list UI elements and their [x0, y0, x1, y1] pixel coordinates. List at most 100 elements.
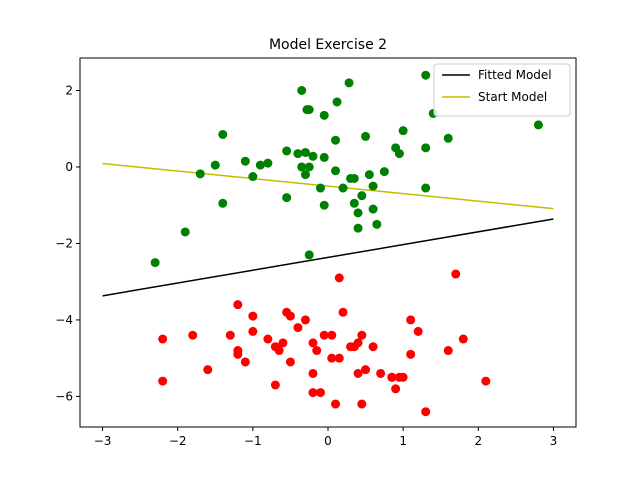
- data-point: [421, 407, 431, 417]
- data-point: [331, 166, 341, 176]
- data-point: [331, 135, 341, 145]
- plot-area: [80, 58, 576, 427]
- data-point: [158, 334, 168, 344]
- x-tick-label: 0: [324, 434, 332, 448]
- legend: Fitted Model Start Model: [433, 63, 571, 117]
- data-point: [293, 323, 303, 333]
- data-point: [308, 388, 318, 398]
- x-tick-label: 1: [399, 434, 407, 448]
- data-point: [312, 346, 322, 356]
- y-tick-label: −2: [55, 236, 73, 250]
- y-tick-label: 2: [65, 84, 73, 98]
- data-point: [346, 342, 356, 352]
- data-point: [233, 346, 243, 356]
- data-points: [150, 70, 543, 417]
- data-point: [398, 372, 408, 382]
- data-point: [274, 346, 284, 356]
- data-point: [413, 326, 423, 336]
- data-point: [357, 191, 367, 201]
- data-point: [315, 183, 325, 193]
- data-point: [331, 399, 341, 409]
- data-point: [338, 183, 348, 193]
- data-point: [240, 357, 250, 367]
- x-tick-label: −2: [169, 434, 187, 448]
- data-point: [349, 198, 359, 208]
- x-tick-label: 3: [550, 434, 558, 448]
- data-point: [282, 146, 292, 156]
- data-point: [361, 365, 371, 375]
- data-point: [270, 380, 280, 390]
- data-point: [368, 181, 378, 191]
- data-point: [304, 250, 314, 260]
- data-point: [293, 149, 303, 159]
- data-point: [158, 376, 168, 386]
- data-point: [225, 330, 235, 340]
- data-point: [327, 353, 337, 363]
- data-point: [353, 223, 363, 233]
- data-point: [332, 97, 342, 107]
- data-point: [458, 334, 468, 344]
- model-line: [102, 218, 554, 297]
- data-point: [406, 315, 416, 325]
- data-point: [338, 307, 348, 317]
- data-point: [372, 219, 382, 229]
- data-point: [150, 258, 160, 268]
- data-point: [300, 147, 310, 157]
- data-point: [218, 198, 228, 208]
- data-point: [218, 129, 228, 139]
- data-point: [278, 338, 288, 348]
- data-point: [334, 273, 344, 283]
- model-lines: [102, 162, 554, 297]
- y-tick-label: −4: [55, 313, 73, 327]
- data-point: [368, 342, 378, 352]
- data-point: [315, 388, 325, 398]
- data-point: [188, 330, 198, 340]
- x-axis: −3 −2 −1 0 1 2 3: [94, 427, 558, 448]
- data-point: [421, 183, 431, 193]
- data-point: [304, 162, 314, 172]
- data-point: [327, 330, 337, 340]
- data-point: [263, 334, 273, 344]
- data-point: [346, 173, 356, 183]
- data-point: [357, 399, 367, 409]
- data-point: [210, 160, 220, 170]
- data-point: [376, 368, 386, 378]
- data-point: [255, 160, 265, 170]
- data-point: [304, 105, 314, 115]
- data-point: [421, 70, 431, 80]
- y-axis: −6 −4 −2 0 2: [55, 84, 80, 403]
- data-point: [180, 227, 190, 237]
- data-point: [319, 200, 329, 210]
- data-point: [406, 349, 416, 359]
- data-point: [353, 368, 363, 378]
- x-tick-label: 2: [474, 434, 482, 448]
- data-point: [282, 193, 292, 203]
- data-point: [368, 204, 378, 214]
- legend-label: Fitted Model: [478, 68, 552, 82]
- data-point: [248, 326, 258, 336]
- point-series: [158, 269, 491, 417]
- data-point: [451, 269, 461, 279]
- data-point: [308, 338, 318, 348]
- legend-box: [433, 63, 571, 117]
- x-tick-label: −3: [94, 434, 112, 448]
- data-point: [443, 346, 453, 356]
- legend-label: Start Model: [478, 90, 547, 104]
- data-point: [334, 353, 344, 363]
- model-line: [102, 162, 554, 210]
- chart-title: Model Exercise 2: [269, 37, 387, 53]
- data-point: [398, 126, 408, 136]
- data-point: [481, 376, 491, 386]
- data-point: [308, 151, 318, 161]
- data-point: [203, 365, 213, 375]
- data-point: [443, 133, 453, 143]
- data-point: [391, 384, 401, 394]
- data-point: [300, 315, 310, 325]
- data-point: [308, 368, 318, 378]
- data-point: [297, 162, 307, 172]
- data-point: [533, 120, 543, 130]
- data-point: [344, 78, 354, 88]
- y-tick-label: −6: [55, 389, 73, 403]
- data-point: [195, 169, 205, 179]
